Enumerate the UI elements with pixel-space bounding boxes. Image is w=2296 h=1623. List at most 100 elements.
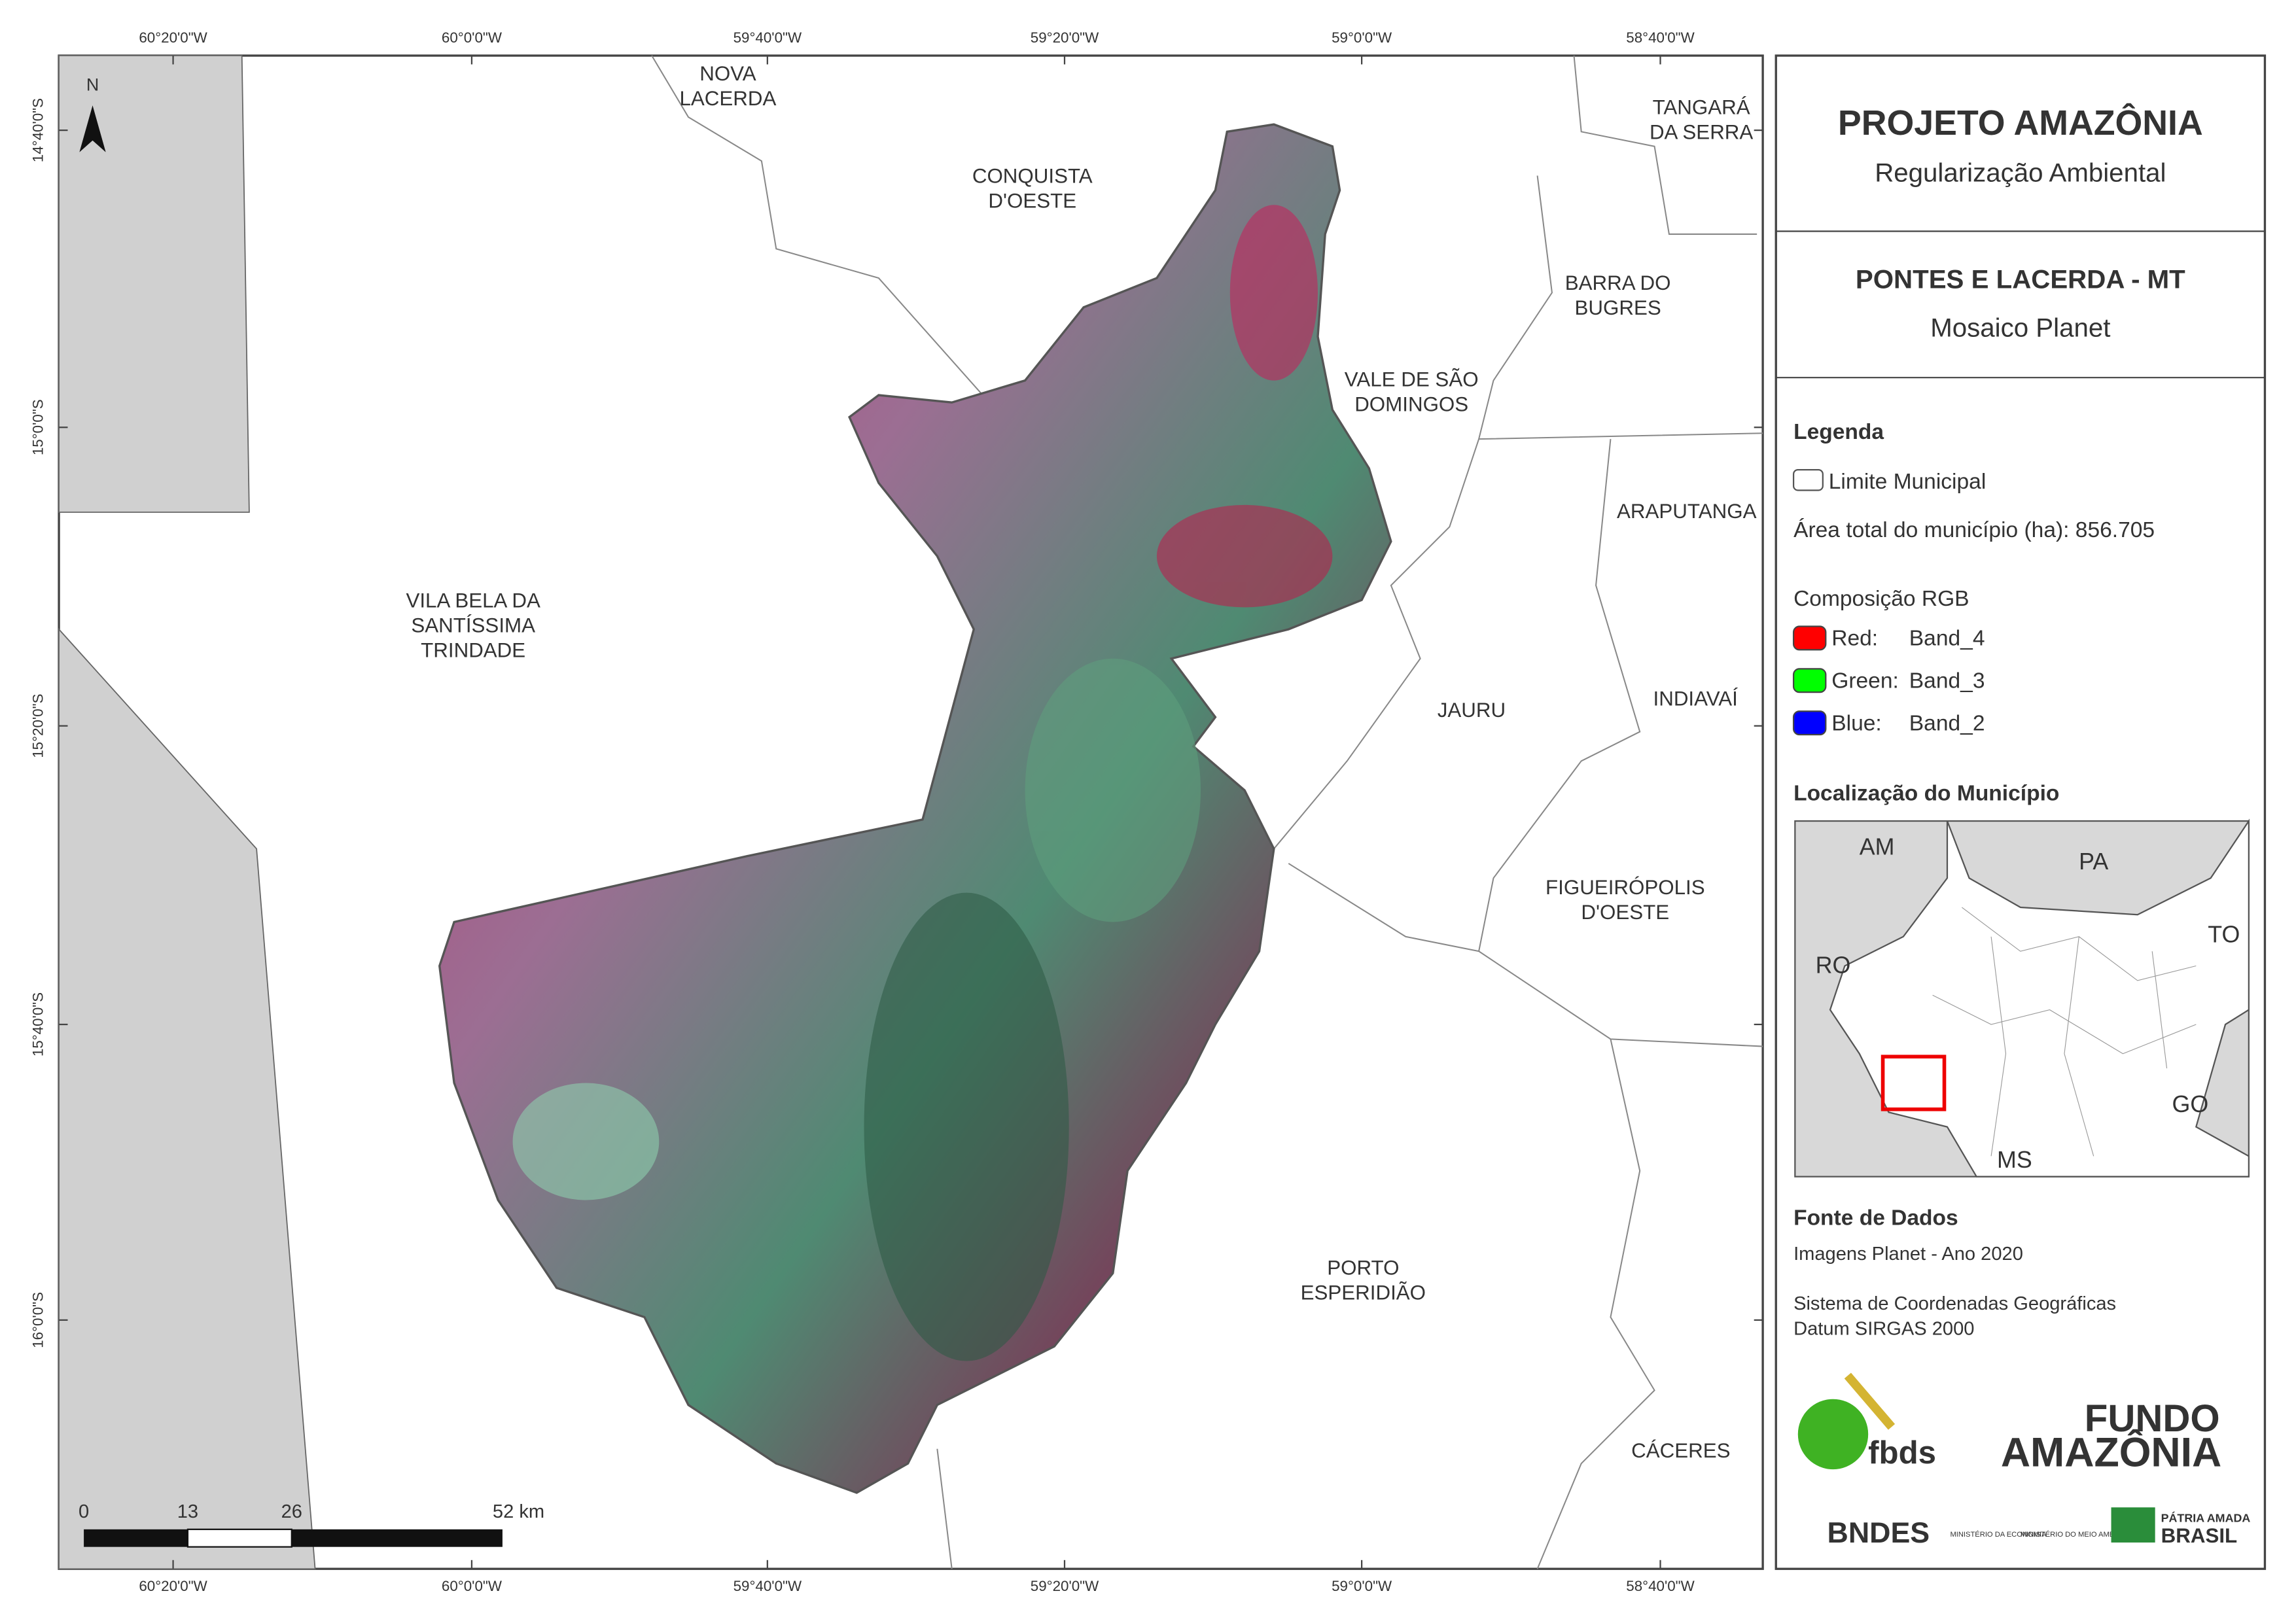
limit [936,1448,953,1569]
state-label: RO [1816,952,1851,979]
place-label: BARRA DO [1565,271,1671,294]
state-label: MS [1997,1147,2032,1173]
band-channel: Red: [1831,627,1878,651]
y-tick-label: 15°20'0"S [29,694,46,758]
place-label: D'OESTE [1581,901,1669,924]
place-label: FIGUEIRÓPOLIS [1545,876,1705,899]
scale-segment [84,1529,188,1547]
y-tick-label: 16°0'0"S [29,1292,46,1348]
place-label: VILA BELA DA [406,589,540,612]
place-label: JAURU [1438,699,1506,722]
limit [1536,1039,1655,1569]
patria-text: BRASIL [2161,1524,2238,1547]
scale-label: 0 [79,1501,89,1522]
y-tick-label: 15°0'0"S [29,399,46,455]
limit [1288,863,1479,952]
place-label: BUGRES [1575,296,1661,319]
band-list: Red: Band_4 Green: Band_3 Blue: Band_2 [1792,625,1985,736]
place-label: ESPERIDIÃO [1301,1282,1426,1304]
place-label: CÁCERES [1631,1439,1730,1462]
x-tick-label: 59°20'0"W [1031,29,1099,46]
map-frame: N [58,54,1764,1570]
scale-label: 13 [177,1501,198,1522]
fbds-text: fbds [1868,1435,1936,1471]
x-tick-label: 59°0'0"W [1332,29,1392,46]
place-label: INDIAVAÍ [1653,687,1739,710]
location-title: Localização do Município [1793,782,2059,806]
x-tick-label: 59°40'0"W [733,1578,802,1594]
place-label: D'OESTE [988,190,1076,213]
band-channel: Blue: [1831,711,1881,735]
place-label: NOVA [699,62,756,85]
limit [651,55,997,411]
state-label: AM [1860,833,1895,860]
x-tick-label: 59°40'0"W [733,29,802,46]
x-tick-label: 58°40'0"W [1626,29,1695,46]
fbds-circle [1797,1399,1869,1470]
x-tick-label: 59°0'0"W [1332,1578,1392,1594]
scale-segment [291,1529,503,1547]
flag-mark [2111,1507,2155,1543]
locator-municipalities [1932,907,2197,1157]
municipality: PONTES E LACERDA - MT [1856,265,2185,294]
x-tick-label: 60°0'0"W [442,29,503,46]
y-tick-label: 14°40'0"S [29,98,46,162]
y-tick-label: 15°40'0"S [29,992,46,1056]
place-label: TANGARÁ [1653,96,1750,118]
scale-label: 52 km [493,1501,544,1522]
place-label: VALE DE SÃO [1345,368,1479,391]
ministry-text: MINISTÉRIO DO MEIO AMBIENTE [2021,1530,2136,1539]
place-label: DA SERRA [1650,121,1753,144]
arrow [79,105,106,152]
place-label: TRINDADE [421,638,525,661]
source-line: Datum SIRGAS 2000 [1793,1318,1974,1339]
fbds-mark [1844,1372,1896,1430]
locator-limit [1932,907,2197,1157]
scale-label: 26 [281,1501,302,1522]
scale-labels: 0 13 26 52 km [79,1501,544,1522]
municipality-image [438,123,1392,1494]
source-lines: Imagens Planet - Ano 2020 Sistema de Coor… [1793,1244,2116,1339]
legend-title: Legenda [1793,420,1884,444]
coordinate-ticks: 60°20'0"W 60°20'0"W 60°0'0"W 60°0'0"W 59°40'… [29,29,1763,1594]
source-line: Imagens Planet - Ano 2020 [1793,1244,2023,1265]
north-label: N [86,75,99,95]
scale-bar [84,1528,503,1548]
field-patch [512,1083,660,1200]
state-labels: AM PA RO TO GO MS [1816,833,2240,1173]
product: Mosaico Planet [1930,313,2110,343]
band-name: Band_2 [1909,711,1985,735]
image-texture [512,205,1333,1361]
place-label: ARAPUTANGA [1617,500,1757,523]
rgb-title: Composição RGB [1793,587,1969,611]
crop-patch [1156,504,1333,608]
source-line: Sistema de Coordenadas Geográficas [1793,1293,2116,1314]
place-label: PORTO [1327,1257,1399,1280]
panel: PROJETO AMAZÔNIA Regularização Ambiental… [1775,54,2267,1570]
x-tick-label: 60°0'0"W [442,1578,503,1594]
state-label: PA [2079,848,2108,875]
legend-area: Área total do município (ha): 856.705 [1793,518,2155,542]
place-label: SANTÍSSIMA [411,614,535,637]
place-label: LACERDA [679,87,776,110]
limit [1477,439,1763,1047]
subtitle: Regularização Ambiental [1875,158,2166,187]
title: PROJETO AMAZÔNIA [1838,103,2203,143]
field-patch [1025,658,1201,922]
ministry-text: MINISTÉRIO DA ECONOMIA [1950,1530,2047,1539]
legend-boundary: Limite Municipal [1829,470,1987,494]
state-label: GO [2172,1091,2209,1117]
band-swatch [1792,625,1827,651]
x-tick-label: 60°20'0"W [139,29,207,46]
band-swatch [1792,710,1827,736]
x-tick-label: 60°20'0"W [139,1578,207,1594]
band-channel: Green: [1831,669,1899,693]
sources-title: Fonte de Dados [1793,1206,1958,1230]
band-name: Band_3 [1909,669,1985,693]
band-swatch [1792,668,1827,693]
fundo-text: AMAZÔNIA [2001,1429,2221,1476]
limit [1573,55,1757,235]
limit [1273,438,1480,850]
